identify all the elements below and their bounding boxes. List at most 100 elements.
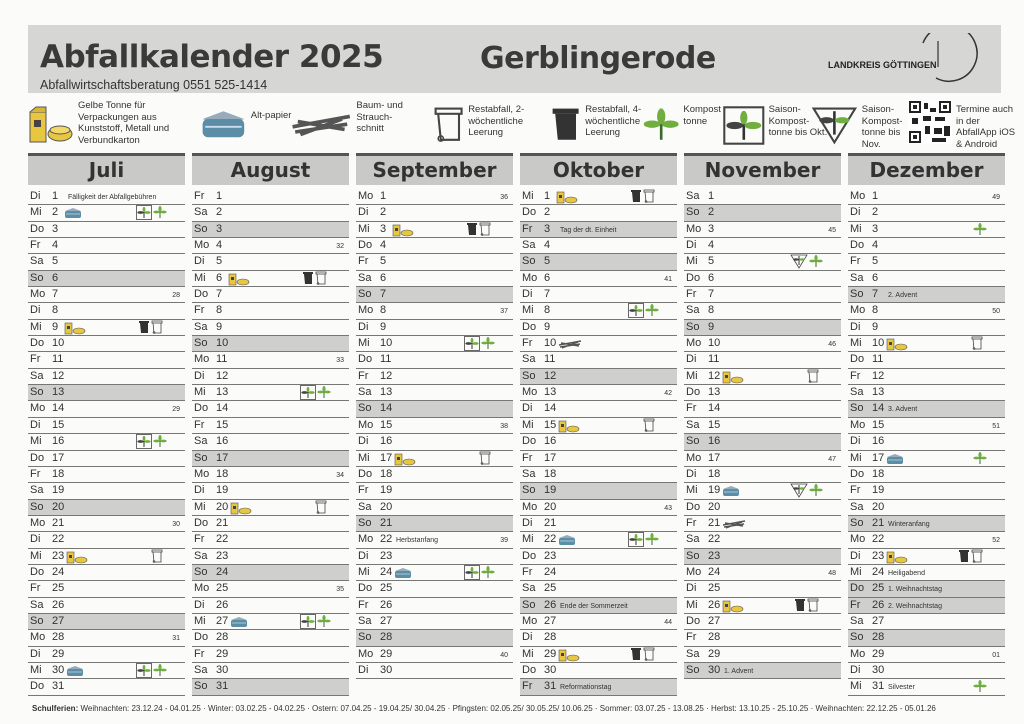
day-row: Do 25	[356, 581, 513, 598]
day-row: So 28	[848, 630, 1005, 647]
day-row: Mo 13 42	[520, 385, 677, 402]
day-number: 29	[872, 647, 885, 660]
day-number: 26	[380, 598, 393, 611]
day-row: Di 9	[356, 320, 513, 337]
day-row: Mi 3	[848, 222, 1005, 239]
day-row: Sa 15	[684, 418, 841, 435]
day-number: 29	[216, 647, 229, 660]
day-row: Mo 20 43	[520, 500, 677, 516]
day-row: So 28	[356, 630, 513, 647]
week-number: 37	[500, 308, 508, 316]
weekday: So	[686, 549, 700, 562]
day-number: 18	[380, 467, 393, 480]
day-row: Fr 31 Reformationstag	[520, 679, 677, 696]
yellow-bin-icon	[558, 648, 582, 661]
weekday: Do	[30, 337, 45, 350]
weekday: Do	[194, 288, 209, 301]
weekday: So	[358, 402, 372, 415]
day-number: 28	[52, 631, 65, 644]
weekday: Mi	[686, 255, 698, 268]
day-row: Mo 25 35	[192, 581, 349, 598]
day-row: So 21	[356, 515, 513, 533]
weekday: So	[522, 255, 536, 268]
day-number: 31	[544, 680, 557, 693]
weekday: Mi	[30, 320, 42, 333]
day-number: 27	[544, 614, 557, 627]
month-september: September Mo 1 36 Di 2 Mi 3 Do 4 Fr 5 Sa 6 So 7 Mo 8 37 Di 9…	[356, 153, 513, 680]
weekday: Mo	[522, 386, 538, 399]
weekday: Mi	[522, 304, 534, 317]
weekday: Fr	[30, 582, 41, 595]
day-number: 12	[708, 369, 721, 382]
rest-bin-4weekly-icon	[958, 549, 970, 562]
day-number: 15	[544, 418, 557, 431]
rest-bin-2weekly-icon	[643, 647, 655, 661]
rest-bin-4weekly-icon	[302, 271, 314, 284]
day-row: Mo 29 01	[848, 647, 1005, 663]
day-row: Di 4	[684, 238, 841, 255]
day-row: Sa 29	[684, 647, 841, 663]
saison-compost-nov-icon	[790, 483, 808, 498]
day-number: 29	[380, 647, 393, 660]
weekday: Sa	[30, 484, 44, 497]
day-row: Mo 22 Herbstanfang 39	[356, 532, 513, 549]
day-row: Do 30	[520, 663, 677, 680]
saison-compost-okt-icon	[136, 663, 152, 678]
day-row: Sa 2	[192, 205, 349, 222]
day-row: Do 17	[28, 451, 185, 467]
day-row: Mi 15	[520, 418, 677, 435]
day-number: 30	[544, 663, 557, 676]
day-number: 14	[544, 402, 557, 415]
day-note: 2. Advent	[888, 292, 918, 300]
day-number: 1	[708, 190, 715, 202]
rest-bin-2weekly-icon	[807, 598, 819, 612]
day-number: 5	[872, 255, 879, 268]
day-number: 25	[544, 582, 557, 595]
day-number: 17	[216, 451, 229, 464]
month-title: September	[356, 153, 513, 185]
weekday: Sa	[358, 500, 372, 513]
day-number: 10	[380, 337, 393, 350]
day-number: 9	[52, 320, 59, 333]
month-oktober: Oktober Mi 1 Do 2 Fr 3 Tag der dt. Einheit Sa 4 So…	[520, 153, 677, 696]
day-row: Di 19	[192, 483, 349, 500]
month-juli: Juli Di 1 Fälligkeit der Abfallgebühren Mi 2 D…	[28, 153, 185, 696]
weekday: Fr	[30, 353, 41, 366]
legend-label: Termine auch in der AbfallApp iOS & Andr…	[956, 104, 1016, 150]
day-number: 19	[708, 484, 721, 497]
weekday: Mi	[30, 663, 42, 676]
weekday: Mo	[30, 516, 46, 529]
month-title: Oktober	[520, 153, 677, 185]
day-row: Fr 17	[520, 451, 677, 467]
paper-stack-icon	[64, 206, 82, 219]
weekday: Do	[686, 271, 701, 284]
day-row: Mi 1	[520, 189, 677, 206]
weekday: Di	[522, 402, 533, 415]
weekday: So	[194, 222, 208, 235]
weekday: Di	[358, 320, 369, 333]
weekday: So	[30, 500, 44, 513]
weekday: Do	[522, 320, 537, 333]
weekday: Do	[358, 353, 373, 366]
day-number: 18	[708, 467, 721, 480]
day-row: Mo 21 30	[28, 516, 185, 533]
weekday: Do	[522, 206, 537, 219]
day-number: 23	[216, 549, 229, 562]
day-row: Di 25	[684, 581, 841, 598]
weekday: Do	[850, 353, 865, 366]
day-row: Do 7	[192, 287, 349, 304]
month-november: November Sa 1 So 2 Mo 3 45 Di 4 Mi 5 Do 6 Fr 7 Sa 8 So 9 Mo 1…	[684, 153, 841, 680]
day-row: Di 2	[356, 205, 513, 222]
day-row: Sa 4	[520, 238, 677, 255]
weekday: Di	[686, 467, 697, 480]
day-row: Mi 17	[848, 451, 1005, 467]
day-number: 30	[216, 663, 229, 676]
weekday: So	[358, 288, 372, 301]
school-holidays-label: Schulferien:	[32, 704, 79, 713]
weekday: Do	[686, 500, 701, 513]
day-row: Di 11	[684, 352, 841, 369]
weekday: Fr	[30, 467, 41, 480]
weekday: Mo	[30, 288, 46, 301]
day-number: 10	[872, 337, 885, 350]
day-row: Do 4	[356, 238, 513, 255]
